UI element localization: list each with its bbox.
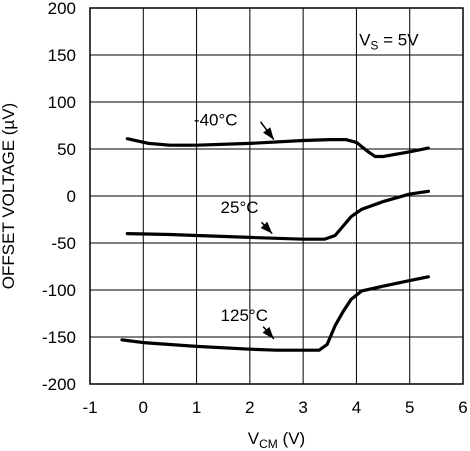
series-label: 125°C	[221, 306, 268, 325]
y-axis-label: OFFSET VOLTAGE (µV)	[0, 103, 18, 289]
x-tick-label: 2	[245, 398, 254, 417]
x-axis-label-main: V	[248, 429, 260, 448]
x-axis-label-subscript: CM	[259, 437, 278, 451]
y-tick-label: 150	[48, 46, 76, 65]
x-tick-label: 3	[298, 398, 307, 417]
y-tick-label: -100	[42, 281, 76, 300]
annotation-arrow-head	[260, 221, 273, 234]
annotation-arrow-head	[262, 326, 274, 339]
series-line	[125, 137, 430, 159]
y-tick-label: 50	[57, 140, 76, 159]
plot-area-frame	[89, 7, 464, 385]
condition-main: V	[359, 31, 371, 50]
annotation-arrow-head	[263, 127, 274, 140]
x-tick-label: 4	[352, 398, 361, 417]
series-annotations: -40°C 25°C 125°C	[194, 111, 275, 340]
condition-subscript: S	[370, 39, 378, 53]
series-lines	[120, 137, 430, 352]
series-label: 25°C	[221, 198, 259, 217]
x-tick-label: -1	[82, 398, 97, 417]
condition-rest: = 5V	[378, 31, 419, 50]
series-line	[125, 189, 430, 241]
y-tick-label: -200	[42, 375, 76, 394]
series-line	[120, 275, 430, 352]
y-tick-label: 100	[48, 93, 76, 112]
y-tick-label: 200	[48, 0, 76, 18]
y-tick-label: -50	[51, 234, 76, 253]
x-tick-label: 5	[405, 398, 414, 417]
y-tick-label: -150	[42, 328, 76, 347]
x-tick-label: 0	[139, 398, 148, 417]
tick-labels: -200 -150 -100 -50 0 50 100 150 200 -1 0 1 2 3 4 5 6	[42, 0, 468, 417]
x-axis-label-unit: (V)	[278, 429, 305, 448]
y-tick-label: 0	[67, 187, 76, 206]
series-label: -40°C	[194, 111, 238, 130]
supply-voltage-annotation: VS = 5V	[359, 31, 419, 53]
x-axis-label: VCM (V)	[248, 429, 305, 451]
x-tick-label: 1	[192, 398, 201, 417]
x-tick-label: 6	[458, 398, 467, 417]
